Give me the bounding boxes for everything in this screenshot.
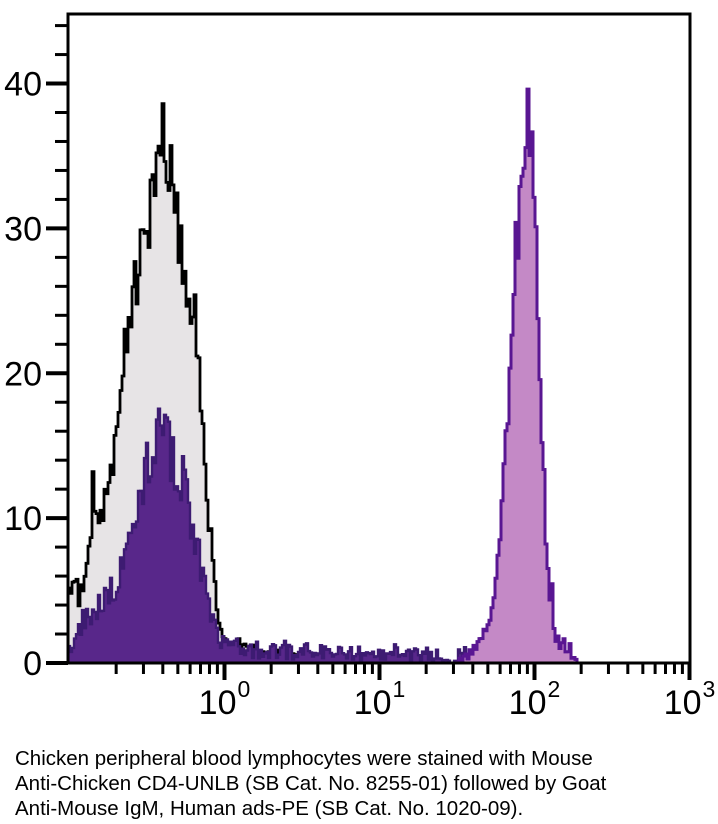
x-tick-label-exponent: 2 [548,676,561,702]
x-tick-label-base: 10 [664,684,702,722]
x-tick-label-base: 10 [354,684,392,722]
x-tick-label-exponent: 1 [393,676,406,702]
caption-line-2: Anti-Chicken CD4-UNLB (SB Cat. No. 8255-… [15,772,607,795]
x-tick-label-base: 10 [199,684,237,722]
figure-caption: Chicken peripheral blood lymphocytes wer… [15,746,675,821]
y-tick-label: 40 [4,66,42,104]
y-tick-label: 20 [4,355,42,393]
x-tick-label-base: 10 [509,684,547,722]
y-tick-label: 10 [4,500,42,538]
cd4-positive-population-outline [455,87,579,663]
y-tick-label: 0 [23,645,42,683]
cd4-positive-population-fill [457,89,579,663]
cd4-negative-population-outline [68,407,474,663]
y-tick-label: 30 [4,210,42,248]
background-control-fill [68,103,302,663]
plot-frame [66,12,692,665]
caption-line-3: Anti-Mouse IgM, Human ads-PE (SB Cat. No… [15,797,524,820]
x-tick-label-exponent: 0 [238,676,251,702]
x-tick-label-exponent: 3 [703,676,716,702]
plot-area [68,87,579,663]
caption-line-1: Chicken peripheral blood lymphocytes wer… [15,747,593,770]
